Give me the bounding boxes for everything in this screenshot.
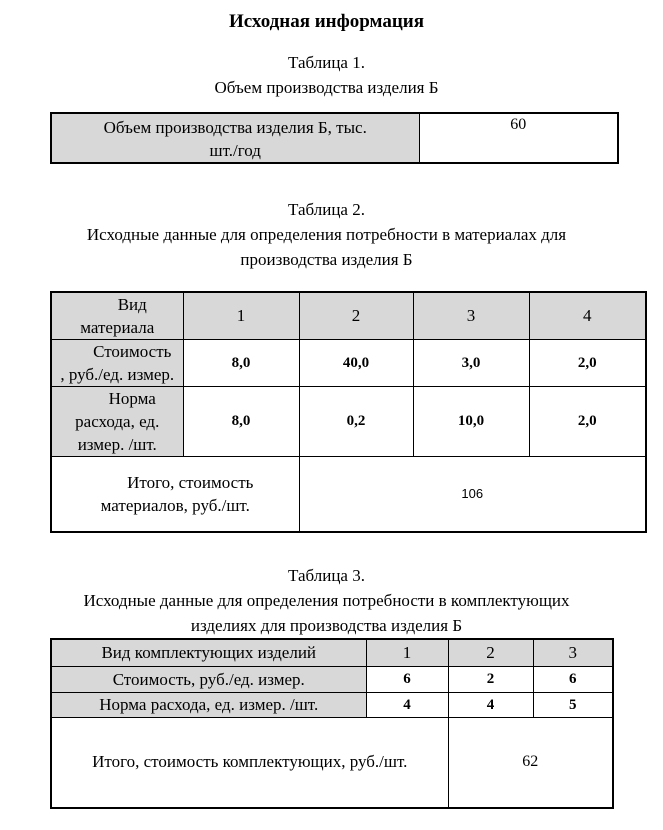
table1-label-cell: Объем производства изделия Б, тыс. шт./г… [50,112,420,164]
table2-header-col1: 1 [182,291,300,340]
table2-caption-text: Исходные данные для определения потребно… [86,225,567,269]
table2-header-col4: 4 [528,291,647,340]
table3-rate-label-cell: Норма расхода, ед. измер. /шт. [50,692,367,718]
table2-cost-value1: 8,0 [182,339,300,387]
table2-cost-value2: 40,0 [298,339,414,387]
table2-total-label-cell: Итого, стоимость материалов, руб./шт. [50,456,300,532]
table2-header-col2: 2 [298,291,414,340]
table3-cost-label-cell: Стоимость, руб./ед. измер. [50,666,367,693]
table2-header-label-cell: Вид материала [50,291,184,340]
table2-header-col3: 3 [412,291,530,340]
table-header-row: Вид материала 1 2 3 4 [50,291,647,340]
table-row-total: Итого, стоимость комплектующих, руб./шт.… [50,717,614,808]
table2-rate-label-cell: Норма расхода, ед. измер. /шт. [50,386,184,457]
table2-rate-value1: 8,0 [182,386,300,457]
table-components: Вид комплектующих изделий 1 2 3 Стоимост… [50,637,614,809]
table-production-volume: Объем производства изделия Б, тыс. шт./г… [50,112,619,164]
table3-cost-value3: 6 [532,666,614,693]
table3-rate-value3: 5 [532,692,614,718]
table2-cost-value3: 3,0 [412,339,530,387]
table3-caption: Таблица 3. Исходные данные для определен… [0,563,663,638]
table-row-cost: Стоимость , руб./ед. измер. 8,0 40,0 3,0… [50,339,647,387]
table-row-cost: Стоимость, руб./ед. измер. 6 2 6 [50,666,614,693]
table-row-rate: Норма расхода, ед. измер. /шт. 8,0 0,2 1… [50,386,647,457]
table3-caption-number: Таблица 3. [288,565,365,585]
table3-cost-value1: 6 [365,666,449,693]
table3-cost-value2: 2 [447,666,534,693]
table3-caption-text: Исходные данные для определения потребно… [83,590,570,635]
table-row-total: Итого, стоимость материалов, руб./шт. 10… [50,456,647,532]
table-row: Объем производства изделия Б, тыс. шт./г… [50,112,619,164]
table3-total-label-cell: Итого, стоимость комплектующих, руб./шт. [50,717,449,808]
table2-cost-label-cell: Стоимость , руб./ед. измер. [50,339,184,387]
table-materials: Вид материала 1 2 3 4 Стоимость , руб./е… [50,291,647,533]
table3-rate-value2: 4 [447,692,534,718]
table2-rate-value4: 2,0 [528,386,647,457]
table-header-row: Вид комплектующих изделий 1 2 3 [50,638,614,667]
table3-header-col3: 3 [532,638,614,667]
table3-rate-value1: 4 [365,692,449,718]
table1-caption-text: Объем производства изделия Б [214,78,439,97]
table2-caption-number: Таблица 2. [288,200,365,219]
table3-header-col1: 1 [365,638,449,667]
table2-cost-value4: 2,0 [528,339,647,387]
table2-total-value-cell: 106 [298,456,647,532]
table3-header-label-cell: Вид комплектующих изделий [50,638,367,667]
table3-total-value-cell: 62 [447,717,614,808]
table2-rate-value3: 10,0 [412,386,530,457]
table1-value-cell: 60 [418,112,619,164]
table2-caption: Таблица 2. Исходные данные для определен… [0,197,663,272]
table1-caption-number: Таблица 1. [288,53,365,72]
table-row-rate: Норма расхода, ед. измер. /шт. 4 4 5 [50,692,614,718]
table3-header-col2: 2 [447,638,534,667]
document-title: Исходная информация [228,11,425,32]
table1-caption: Таблица 1. Объем производства изделия Б [0,50,663,100]
table2-rate-value2: 0,2 [298,386,414,457]
